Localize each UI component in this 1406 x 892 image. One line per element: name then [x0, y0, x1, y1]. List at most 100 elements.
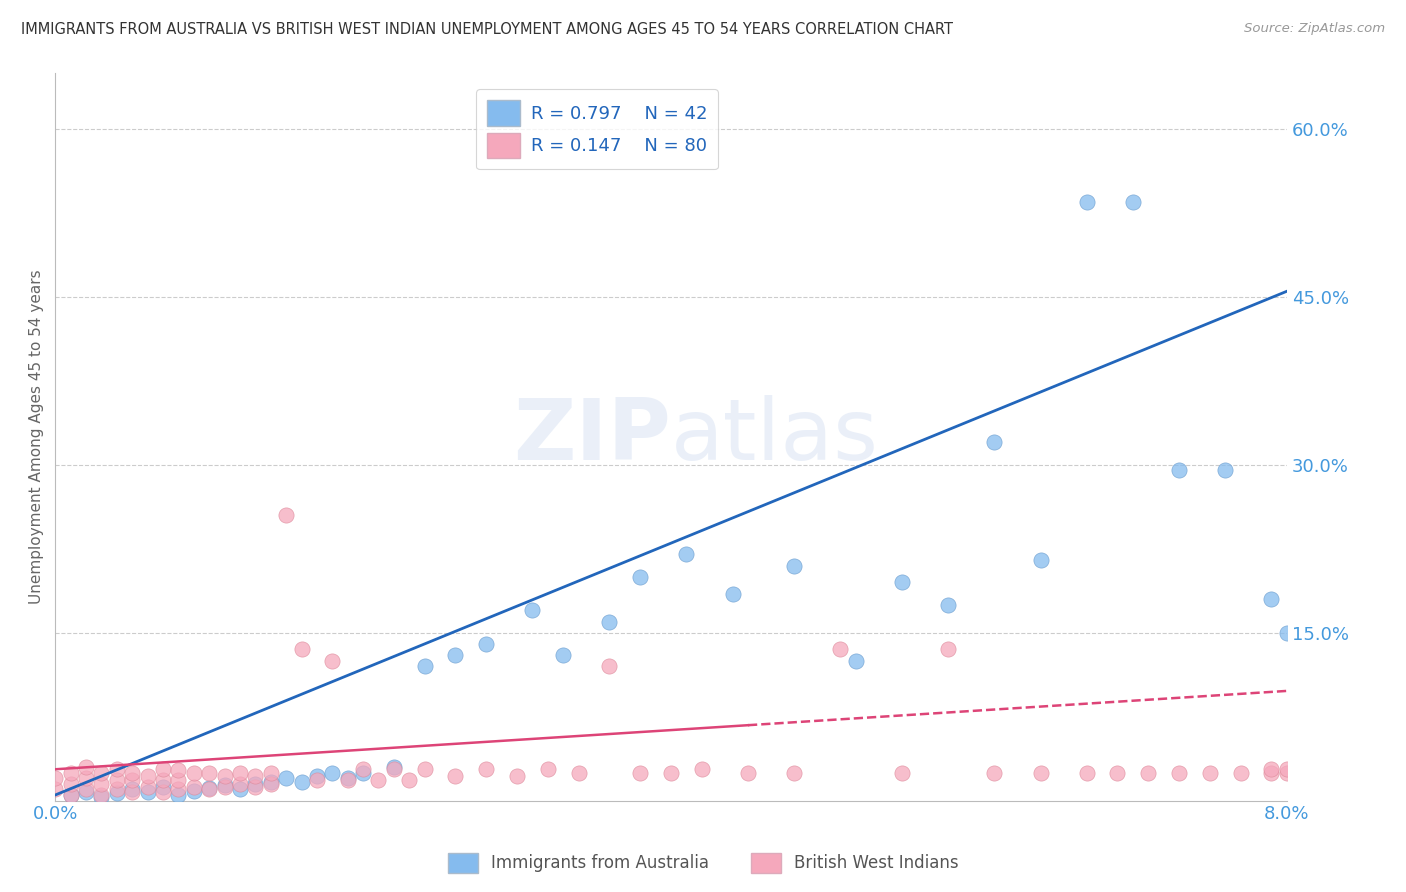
Point [245, 780, 267, 794]
Y-axis label: Unemployment Among Ages 45 to 54 years: Unemployment Among Ages 45 to 54 years [30, 269, 44, 604]
Point [321, 654, 343, 668]
Point [1229, 765, 1251, 780]
Point [75, 771, 97, 785]
Point [1260, 765, 1282, 780]
Point [121, 785, 143, 799]
Point [1260, 592, 1282, 607]
Point [398, 773, 420, 788]
Point [260, 765, 283, 780]
Point [413, 659, 436, 673]
Point [260, 777, 283, 791]
Point [1275, 762, 1298, 776]
Point [90, 788, 112, 802]
Point [506, 769, 529, 783]
Legend: Immigrants from Australia, British West Indians: Immigrants from Australia, British West … [441, 847, 965, 880]
Point [136, 785, 159, 799]
Point [167, 764, 190, 778]
Point [245, 769, 267, 783]
Point [90, 790, 112, 805]
Point [783, 765, 806, 780]
Point [890, 575, 912, 590]
Point [274, 771, 297, 785]
Point [198, 765, 221, 780]
Point [444, 648, 467, 662]
Point [1198, 765, 1220, 780]
Point [105, 773, 128, 788]
Point [936, 598, 959, 612]
Point [1337, 765, 1360, 780]
Point [321, 765, 343, 780]
Point [522, 603, 544, 617]
Point [214, 769, 236, 783]
Point [229, 782, 252, 797]
Point [890, 765, 912, 780]
Point [44, 782, 66, 797]
Point [59, 788, 82, 802]
Point [59, 765, 82, 780]
Point [352, 762, 374, 776]
Point [1291, 765, 1313, 780]
Point [152, 780, 174, 794]
Point [336, 771, 359, 785]
Point [167, 782, 190, 797]
Point [1353, 765, 1375, 780]
Point [44, 771, 66, 785]
Point [475, 637, 498, 651]
Point [721, 586, 744, 600]
Point [983, 765, 1005, 780]
Text: IMMIGRANTS FROM AUSTRALIA VS BRITISH WEST INDIAN UNEMPLOYMENT AMONG AGES 45 TO 5: IMMIGRANTS FROM AUSTRALIA VS BRITISH WES… [21, 22, 953, 37]
Point [830, 642, 852, 657]
Point [1076, 765, 1098, 780]
Point [105, 786, 128, 800]
Point [90, 765, 112, 780]
Point [1384, 762, 1406, 776]
Text: atlas: atlas [671, 395, 879, 478]
Point [1260, 762, 1282, 776]
Point [105, 762, 128, 776]
Point [183, 780, 205, 794]
Point [105, 782, 128, 797]
Point [167, 773, 190, 788]
Point [1107, 765, 1129, 780]
Point [121, 782, 143, 797]
Point [260, 774, 283, 789]
Point [983, 435, 1005, 450]
Point [1213, 463, 1236, 477]
Point [382, 762, 405, 776]
Point [444, 769, 467, 783]
Point [305, 773, 328, 788]
Point [59, 777, 82, 791]
Legend: R = 0.797    N = 42, R = 0.147    N = 80: R = 0.797 N = 42, R = 0.147 N = 80 [477, 89, 718, 169]
Text: ZIP: ZIP [513, 395, 671, 478]
Point [183, 765, 205, 780]
Point [336, 773, 359, 788]
Point [413, 762, 436, 776]
Point [553, 648, 575, 662]
Point [568, 765, 591, 780]
Point [1029, 765, 1052, 780]
Point [598, 615, 620, 629]
Point [59, 788, 82, 802]
Point [229, 777, 252, 791]
Point [1368, 765, 1391, 780]
Point [1275, 625, 1298, 640]
Point [167, 788, 190, 802]
Point [274, 508, 297, 523]
Point [845, 654, 868, 668]
Point [198, 782, 221, 797]
Point [690, 762, 713, 776]
Point [152, 762, 174, 776]
Point [537, 762, 560, 776]
Point [1322, 765, 1344, 780]
Point [152, 785, 174, 799]
Point [475, 762, 498, 776]
Point [382, 760, 405, 774]
Point [152, 773, 174, 788]
Point [136, 769, 159, 783]
Point [90, 777, 112, 791]
Point [75, 760, 97, 774]
Point [352, 765, 374, 780]
Point [245, 777, 267, 791]
Point [1168, 765, 1191, 780]
Point [737, 765, 759, 780]
